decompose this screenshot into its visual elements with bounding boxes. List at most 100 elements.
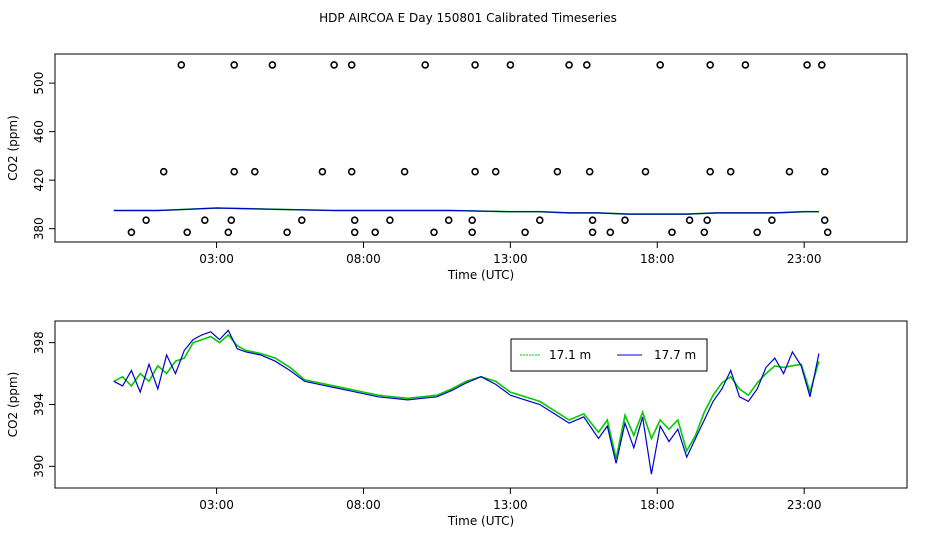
scatter-point: [127, 228, 136, 237]
scatter-point: [468, 228, 477, 237]
x-tick-label: 23:00: [787, 252, 822, 266]
scatter-point: [386, 216, 394, 224]
scatter-point: [700, 228, 709, 237]
scatter-point: [641, 167, 650, 176]
x-tick-label: 18:00: [640, 498, 675, 512]
x-axis-label-bottom: Time (UTC): [447, 514, 514, 528]
scatter-point: [726, 167, 735, 176]
panel-top: 03:00 08:00 13:00 18:00 23:00 380 420 460 500 T…: [6, 53, 908, 282]
scatter-point: [823, 228, 832, 237]
series-lines-top: [113, 207, 819, 215]
x-axis-label-top: Time (UTC): [447, 268, 514, 282]
scatter-point: [297, 216, 306, 224]
scatter-point: [685, 216, 694, 224]
scatter-point: [230, 61, 238, 69]
scatter-point: [706, 61, 715, 69]
x-tick-label: 13:00: [493, 498, 528, 512]
y-tick-label: 420: [32, 169, 46, 192]
series-lines-bottom: [113, 329, 820, 475]
scatter-point: [785, 167, 794, 176]
scatter-point: [350, 228, 359, 237]
x-axis-top: 03:00 08:00 13:00 18:00 23:00: [199, 242, 821, 266]
series-line-1: [113, 207, 819, 215]
y-axis-label-bottom: CO2 (ppm): [6, 372, 20, 438]
scatter-point: [753, 228, 762, 237]
scatter-point: [177, 61, 186, 69]
legend-label-17-1m: 17.1 m: [549, 348, 591, 362]
scatter-point: [430, 228, 438, 237]
scatter-point: [444, 216, 453, 224]
scatter-point: [347, 61, 356, 69]
scatter-point: [347, 167, 356, 176]
chart-title: HDP AIRCOA E Day 150801 Calibrated Times…: [319, 11, 617, 25]
scatter-point: [668, 228, 676, 237]
scatter-point: [582, 61, 591, 69]
y-tick-label: 500: [32, 72, 46, 95]
y-tick-label: 390: [32, 455, 46, 478]
scatter-point: [588, 228, 597, 237]
x-tick-label: 03:00: [199, 252, 234, 266]
y-tick-label: 394: [32, 393, 46, 416]
series-line-17-7-m: [113, 329, 820, 475]
scatter-point: [535, 216, 544, 224]
scatter-point: [142, 216, 150, 224]
y-tick-label: 460: [32, 120, 46, 143]
scatter-point: [251, 167, 259, 176]
x-tick-label: 23:00: [787, 498, 822, 512]
scatter-point: [400, 167, 409, 176]
legend-box: [510, 338, 708, 372]
x-tick-label: 08:00: [346, 252, 381, 266]
y-axis-top: 380 420 460 500: [32, 72, 55, 240]
scatter-point: [588, 216, 597, 224]
scatter-point: [565, 61, 573, 69]
series-line-17-1-m: [113, 333, 820, 459]
panel-bottom: 03:00 08:00 13:00 18:00 23:00 390 394 398 Time…: [6, 320, 908, 528]
scatter-point: [318, 167, 327, 176]
y-axis-label-top: CO2 (ppm): [6, 115, 20, 181]
plot-frame-bottom: [54, 320, 908, 489]
x-tick-label: 18:00: [640, 252, 675, 266]
scatter-point: [224, 228, 233, 237]
plot-frame-top: [54, 53, 908, 243]
x-axis-bottom: 03:00 08:00 13:00 18:00 23:00: [199, 488, 821, 512]
scatter-point: [371, 228, 380, 237]
legend-label-17-7m: 17.7 m: [654, 348, 696, 362]
x-tick-label: 13:00: [493, 252, 528, 266]
scatter-point: [421, 61, 430, 69]
scatter-point: [820, 167, 829, 176]
scatter-point: [741, 61, 750, 69]
scatter-point: [471, 167, 479, 176]
scatter-point: [201, 216, 209, 224]
scatter-point: [621, 216, 629, 224]
y-tick-label: 380: [32, 217, 46, 240]
scatter-point: [230, 167, 238, 176]
scatter-point: [606, 228, 615, 237]
scatter-point: [820, 216, 829, 224]
y-axis-bottom: 390 394 398: [32, 331, 55, 478]
scatter-point: [585, 167, 594, 176]
scatter-point: [268, 61, 277, 69]
scatter-point: [706, 167, 715, 176]
scatter-point: [803, 61, 811, 69]
scatter-point: [283, 228, 291, 237]
scatter-point: [768, 216, 776, 224]
scatter-points-top: [127, 61, 832, 237]
x-tick-label: 03:00: [199, 498, 234, 512]
scatter-point: [330, 61, 338, 69]
scatter-point: [703, 216, 712, 224]
scatter-point: [227, 216, 236, 224]
legend: 17.1 m 17.7 m: [510, 338, 708, 372]
x-tick-label: 08:00: [346, 498, 381, 512]
scatter-point: [471, 61, 479, 69]
scatter-point: [183, 228, 191, 237]
scatter-point: [521, 228, 529, 237]
scatter-point: [350, 216, 359, 224]
scatter-point: [656, 61, 665, 69]
scatter-point: [468, 216, 477, 224]
scatter-point: [491, 167, 500, 176]
y-tick-label: 398: [32, 331, 46, 354]
scatter-point: [159, 167, 168, 176]
scatter-point: [506, 61, 515, 69]
scatter-point: [553, 167, 562, 176]
